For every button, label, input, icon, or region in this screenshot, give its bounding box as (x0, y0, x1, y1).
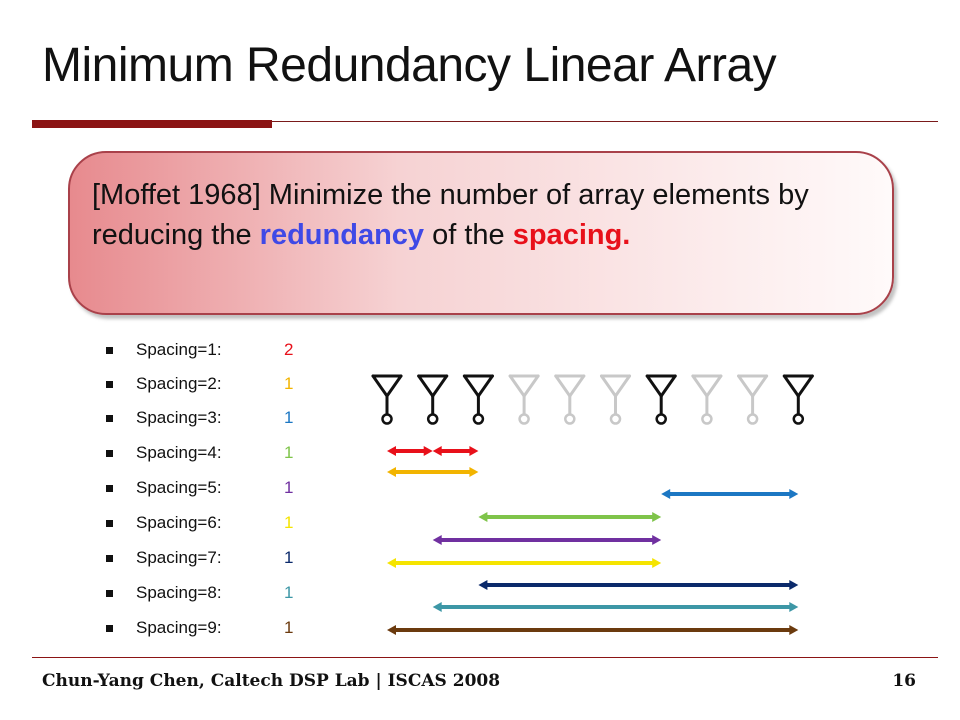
slide-title: Minimum Redundancy Linear Array (42, 39, 777, 92)
spacing-label: Spacing=5: (136, 478, 222, 497)
antenna-element-icon (782, 374, 814, 425)
bullet-icon (106, 450, 113, 457)
spacing-count: 2 (284, 340, 294, 359)
spacing-arrow (478, 512, 662, 522)
spacing-count: 1 (284, 408, 294, 427)
antenna-element-icon (371, 374, 403, 425)
antenna-element-icon (417, 374, 449, 425)
spacing-arrow (432, 602, 799, 612)
spacing-count: 1 (284, 513, 294, 532)
antenna-element-icon (645, 374, 677, 425)
spacing-label: Spacing=9: (136, 618, 222, 637)
spacing-label: Spacing=2: (136, 374, 222, 393)
spacing-arrow (432, 446, 479, 456)
bullet-icon (106, 625, 113, 632)
spacing-count: 1 (284, 443, 294, 462)
callout-text: [Moffet 1968] Minimize the number of arr… (92, 175, 872, 255)
antenna-element-icon (462, 374, 494, 425)
bullet-icon (106, 347, 113, 354)
spacing-count: 1 (284, 548, 294, 567)
spacing-arrow (432, 535, 662, 545)
bullet-icon (106, 381, 113, 388)
spacing-label: Spacing=6: (136, 513, 222, 532)
title-divider (32, 121, 938, 122)
bullet-icon (106, 555, 113, 562)
bullet-icon (106, 590, 113, 597)
spacing-arrow (387, 625, 799, 635)
spacing-count: 1 (284, 583, 294, 602)
antenna-placeholder-icon (508, 374, 540, 425)
spacing-label: Spacing=1: (136, 340, 222, 359)
footer-credit: Chun-Yang Chen, Caltech DSP Lab | ISCAS … (42, 671, 501, 691)
title-accent-bar (32, 120, 272, 128)
callout-text-part1: [Moffet 1968] Minimize the number of arr… (92, 179, 809, 251)
bullet-icon (106, 520, 113, 527)
page-number: 16 (892, 671, 916, 691)
antenna-placeholder-icon (554, 374, 586, 425)
antenna-placeholder-icon (691, 374, 723, 425)
footer-divider (32, 657, 938, 658)
antenna-placeholder-icon (737, 374, 769, 425)
spacing-arrow (387, 446, 433, 456)
spacing-count: 1 (284, 618, 294, 637)
keyword-redundancy: redundancy (259, 219, 425, 251)
bullet-icon (106, 415, 113, 422)
antenna-placeholder-icon (600, 374, 631, 425)
spacing-count: 1 (284, 478, 294, 497)
spacing-count: 1 (284, 374, 294, 393)
spacing-arrow (387, 467, 479, 477)
spacing-label: Spacing=8: (136, 583, 222, 602)
spacing-arrow (661, 489, 799, 499)
bullet-icon (106, 485, 113, 492)
callout-text-part2: of the (424, 219, 513, 251)
spacing-label: Spacing=4: (136, 443, 222, 462)
keyword-spacing: spacing. (512, 219, 631, 251)
spacing-arrow (478, 580, 799, 590)
spacing-arrow (387, 558, 662, 568)
definition-callout: [Moffet 1968] Minimize the number of arr… (68, 151, 894, 315)
spacing-label: Spacing=3: (136, 408, 222, 427)
spacing-label: Spacing=7: (136, 548, 222, 567)
